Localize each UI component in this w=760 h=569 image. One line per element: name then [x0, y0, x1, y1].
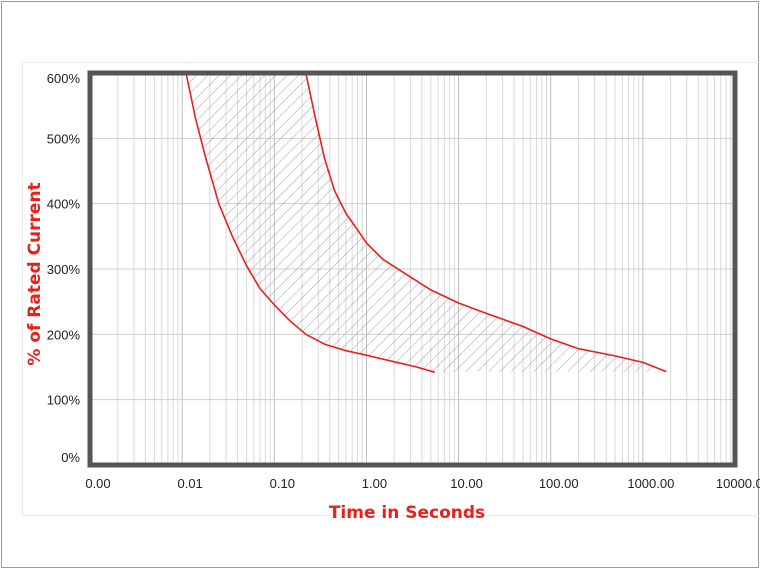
- y-tick-label: 300%: [47, 262, 81, 277]
- y-tick-label: 0%: [61, 450, 80, 465]
- grid-lines: [89, 72, 735, 466]
- y-tick-labels: 0% 100% 200% 300% 400% 500% 600%: [47, 71, 81, 465]
- x-tick-label: 0.01: [177, 476, 202, 491]
- x-tick-label: 1.00: [362, 476, 387, 491]
- x-tick-label: 0.10: [270, 476, 295, 491]
- y-tick-label: 400%: [47, 197, 81, 212]
- minimum-curve: [185, 73, 435, 373]
- y-tick-label: 200%: [47, 327, 81, 342]
- plot-border: [87, 70, 738, 468]
- x-tick-label: 100.00: [539, 476, 579, 491]
- x-tick-label: 10.00: [450, 476, 483, 491]
- hatched-band: [186, 73, 667, 373]
- x-tick-label: 1000.00: [627, 476, 674, 491]
- x-tick-label: 0.00: [85, 476, 110, 491]
- maximum-curve: [305, 73, 667, 373]
- y-axis-title: % of Rated Current: [25, 182, 45, 365]
- curves: [185, 73, 667, 373]
- x-tick-labels: 0.00 0.01 0.10 1.00 10.00 100.00 1000.00 10000.…: [85, 476, 760, 491]
- y-tick-label: 600%: [47, 71, 81, 86]
- x-axis-title: Time in Seconds: [329, 503, 485, 523]
- chart-panel: [22, 62, 760, 516]
- y-tick-label: 100%: [47, 393, 81, 408]
- y-tick-label: 500%: [47, 131, 81, 146]
- hatched-region: [186, 73, 667, 373]
- x-tick-label: 10000.00: [716, 476, 760, 491]
